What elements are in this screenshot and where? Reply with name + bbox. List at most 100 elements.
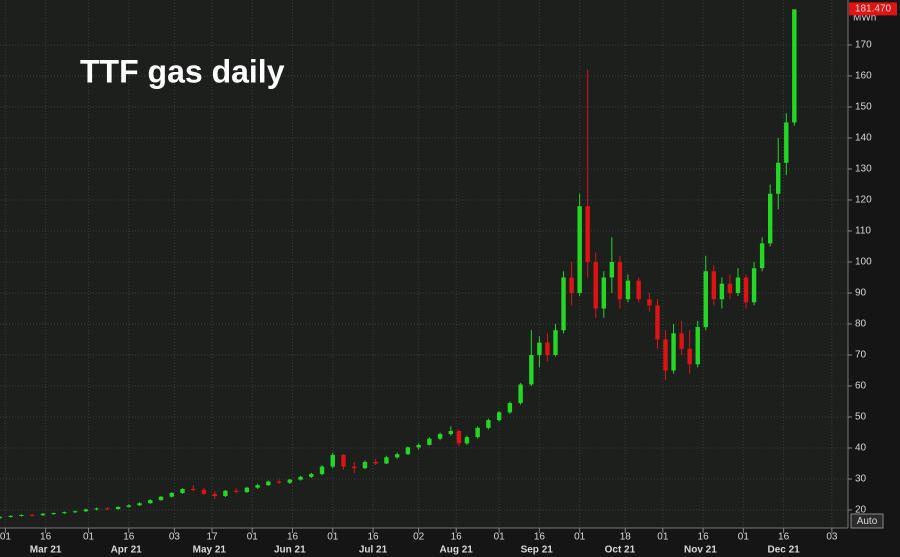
y-tick-label: 80 xyxy=(855,319,867,330)
candle-body xyxy=(561,277,566,331)
candle-body xyxy=(617,261,623,300)
candle-body xyxy=(40,513,46,516)
candle-body xyxy=(585,206,590,262)
candle-body xyxy=(486,420,491,428)
y-tick-label: 130 xyxy=(855,164,872,175)
candle-body xyxy=(244,487,250,493)
x-tick-label: 01 xyxy=(83,532,95,543)
candle-body xyxy=(341,454,346,467)
auto-button[interactable] xyxy=(850,513,884,529)
y-unit: MWh xyxy=(853,13,876,24)
candle-body xyxy=(655,305,660,340)
x-month-label: Mar 21 xyxy=(30,545,62,556)
candle-body xyxy=(496,412,502,421)
candle-body xyxy=(507,403,513,413)
x-tick-label: 16 xyxy=(778,532,790,543)
y-tick-label: 90 xyxy=(855,288,867,299)
candle-body xyxy=(569,277,574,293)
y-tick-label: 30 xyxy=(855,474,867,485)
x-tick-label: 02 xyxy=(413,532,425,543)
candle-body xyxy=(784,122,789,163)
x-tick-label: 17 xyxy=(206,532,218,543)
candle-body xyxy=(191,488,196,490)
grid xyxy=(0,0,848,528)
candle-body xyxy=(126,505,132,507)
x-month-label: May 21 xyxy=(193,545,227,556)
y-tick-label: 50 xyxy=(855,412,867,423)
x-tick-label: 16 xyxy=(698,532,710,543)
candle-body xyxy=(169,492,174,497)
x-month-label: Oct 21 xyxy=(605,545,636,556)
candle-body xyxy=(751,268,757,303)
candle-body xyxy=(405,447,411,455)
auto-button-label[interactable]: Auto xyxy=(857,516,878,527)
candles xyxy=(0,9,797,520)
y-tick-label: 160 xyxy=(855,71,872,82)
x-tick-label: 03 xyxy=(826,532,838,543)
candle-body xyxy=(695,327,700,365)
x-month-label: Sep 21 xyxy=(521,545,554,556)
x-tick-label: 16 xyxy=(367,532,379,543)
y-tick-label: 70 xyxy=(855,350,867,361)
y-tick-label: 100 xyxy=(855,257,872,268)
candle-body xyxy=(518,384,523,404)
x-axis-panel xyxy=(0,528,848,557)
y-tick-label: 120 xyxy=(855,195,872,206)
candle-body xyxy=(158,496,164,501)
candle-body xyxy=(319,466,325,475)
candle-body xyxy=(83,509,89,512)
y-tick-label: 110 xyxy=(855,226,871,237)
candle-body xyxy=(8,515,13,517)
candle-body xyxy=(767,193,773,244)
x-tick-label: 01 xyxy=(327,532,339,543)
candle-body xyxy=(330,454,335,467)
candle-body xyxy=(448,430,454,435)
candle-body xyxy=(437,434,443,439)
candle-body xyxy=(373,461,378,464)
candle-body xyxy=(577,206,582,293)
candle-body xyxy=(416,444,421,448)
candle-body xyxy=(647,299,652,306)
candle-body xyxy=(427,438,432,445)
candle-body xyxy=(148,500,153,504)
candle-body xyxy=(137,503,142,506)
candle-body xyxy=(759,243,765,269)
x-tick-label: 01 xyxy=(247,532,259,543)
candle-body xyxy=(212,493,217,497)
x-month-label: Nov 21 xyxy=(684,545,717,556)
candle-body xyxy=(727,283,733,293)
candle-body xyxy=(105,508,110,510)
last-price-tag xyxy=(849,2,897,16)
candle-body xyxy=(309,474,314,477)
candle-body xyxy=(456,430,462,444)
candle-body xyxy=(776,162,781,194)
x-tick-label: 16 xyxy=(40,532,52,543)
candle-body xyxy=(625,280,631,300)
candle-body xyxy=(115,506,121,510)
x-tick-label: 01 xyxy=(574,532,586,543)
x-month-label: Jun 21 xyxy=(274,545,306,556)
candle-body xyxy=(545,342,550,355)
x-tick-label: 01 xyxy=(494,532,506,543)
plot-area xyxy=(0,0,848,528)
candle-body xyxy=(679,333,684,349)
x-month-label: Dec 21 xyxy=(767,545,800,556)
candle-body xyxy=(352,466,357,469)
x-tick-label: 18 xyxy=(620,532,632,543)
candle-body xyxy=(735,277,741,293)
x-month-label: Apr 21 xyxy=(111,545,143,556)
candle-body xyxy=(703,271,708,328)
candle-body xyxy=(394,454,400,458)
candle-body xyxy=(537,342,542,355)
candle-body xyxy=(201,489,207,494)
x-tick-label: 16 xyxy=(287,532,299,543)
x-tick-label: 16 xyxy=(123,532,135,543)
candle-body xyxy=(687,348,692,365)
candle-body xyxy=(266,481,271,486)
candle-body xyxy=(593,261,598,309)
candle-body xyxy=(711,271,717,300)
candle-body xyxy=(464,437,470,444)
y-tick-label: 40 xyxy=(855,443,867,454)
y-tick-label: 140 xyxy=(855,133,872,144)
x-tick-label: 16 xyxy=(534,532,546,543)
